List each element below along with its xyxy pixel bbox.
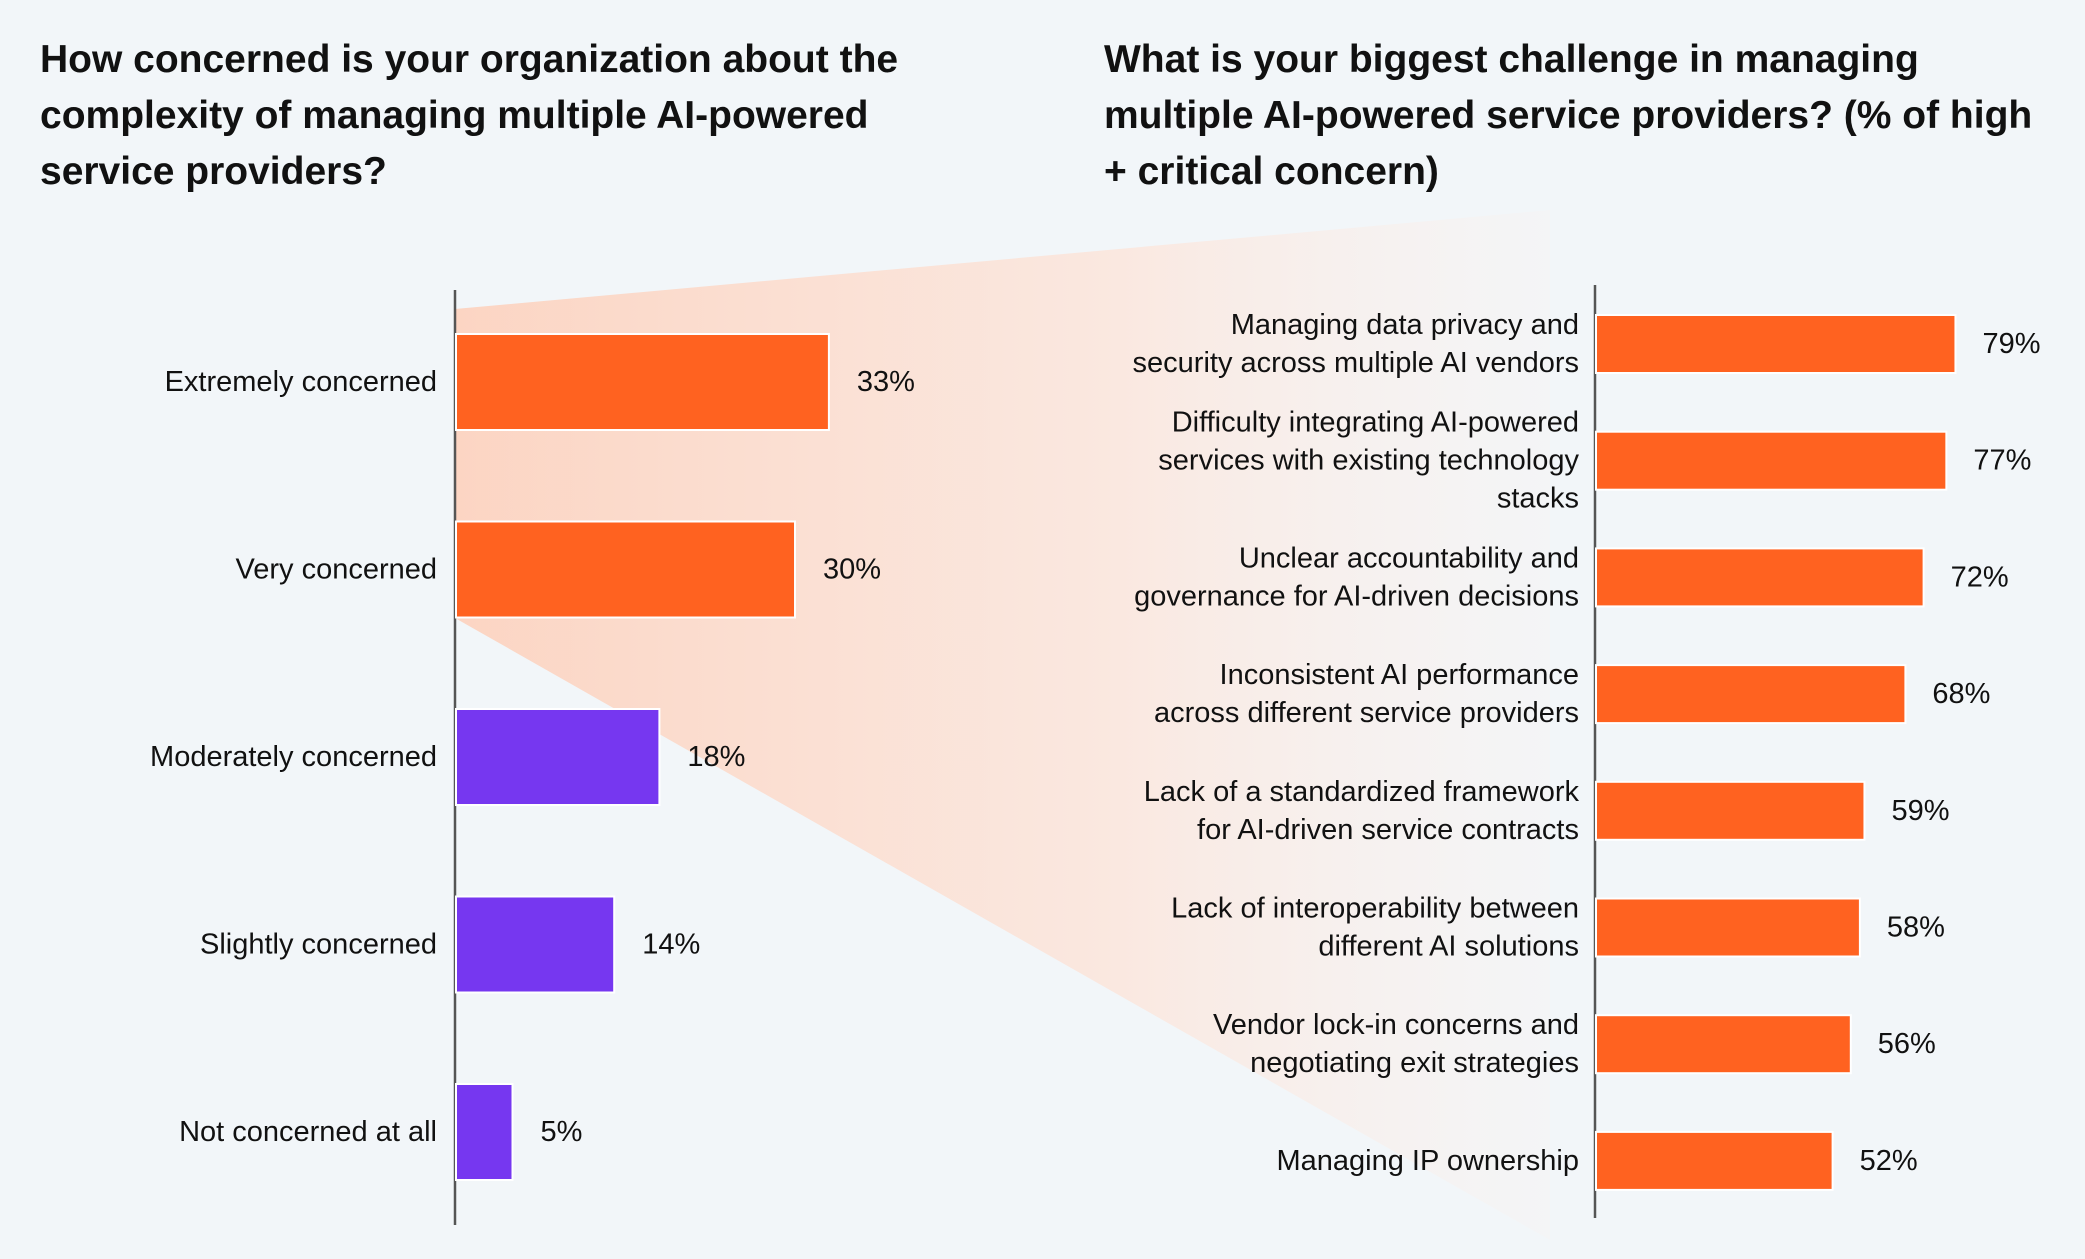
- right-category-label-line: Managing IP ownership: [1276, 1145, 1579, 1177]
- right-value-label: 56%: [1878, 1028, 1936, 1060]
- right-value-label: 52%: [1860, 1145, 1918, 1177]
- right-bar-2: [1595, 430, 1948, 491]
- right-category-label: Difficulty integrating AI-powered service…: [1158, 407, 1579, 515]
- right-category-label-line: Managing data privacy and: [1231, 309, 1579, 341]
- left-bar-4: [455, 895, 616, 994]
- left-category-label: Slightly concerned: [200, 929, 437, 961]
- left-value-label: 33%: [857, 366, 915, 398]
- right-category-label-line: services with existing technology: [1158, 445, 1579, 477]
- right-value-label: 77%: [1973, 445, 2031, 477]
- left-value-label: 18%: [687, 741, 745, 773]
- right-bar-6: [1595, 897, 1861, 958]
- right-value-label: 58%: [1887, 912, 1945, 944]
- right-category-label-line: Vendor lock-in concerns and: [1213, 1009, 1579, 1041]
- right-value-label: 68%: [1932, 678, 1990, 710]
- right-category-label-line: different AI solutions: [1318, 931, 1579, 963]
- right-category-label: Vendor lock-in concerns and negotiating e…: [1213, 1009, 1579, 1079]
- right-bar-5: [1595, 780, 1866, 841]
- right-chart-title: What is your biggest challenge in managi…: [1104, 38, 2033, 193]
- right-category-label-line: security across multiple AI vendors: [1133, 347, 1579, 379]
- right-category-label-line: negotiating exit strategies: [1250, 1047, 1579, 1079]
- right-value-label: 59%: [1891, 795, 1949, 827]
- left-bar-3: [455, 708, 661, 806]
- right-category-label-line: Lack of a standardized framework: [1144, 776, 1580, 808]
- right-category-label: Managing IP ownership: [1276, 1145, 1579, 1177]
- left-bar-1: [455, 333, 830, 431]
- left-category-label: Very concerned: [235, 554, 437, 586]
- right-bar-3: [1595, 547, 1925, 608]
- left-chart-title: How concerned is your organization about…: [40, 38, 899, 193]
- right-category-label: Unclear accountability and governance for…: [1134, 542, 1579, 612]
- left-bar-chart: Extremely concerned 33% Very concerned 30% M…: [150, 290, 915, 1225]
- right-bar-1: [1595, 314, 1957, 374]
- right-category-label-line: stacks: [1497, 483, 1579, 515]
- left-bar-2: [455, 520, 796, 619]
- highlight-connector-fan: [455, 210, 1550, 1240]
- right-category-label: Managing data privacy and security across…: [1133, 309, 1579, 379]
- left-bar-5: [455, 1083, 514, 1181]
- right-bar-8: [1595, 1130, 1834, 1191]
- left-value-label: 14%: [642, 929, 700, 961]
- left-category-label: Extremely concerned: [165, 366, 437, 398]
- right-bar-chart: Managing data privacy and security across…: [1133, 285, 2040, 1218]
- right-category-label: Inconsistent AI performance across differ…: [1154, 659, 1579, 729]
- right-category-label-line: for AI-driven service contracts: [1197, 814, 1579, 846]
- left-value-label: 5%: [541, 1116, 583, 1148]
- right-value-label: 79%: [1982, 328, 2040, 360]
- right-category-label-line: Inconsistent AI performance: [1220, 659, 1579, 691]
- right-category-label-line: Lack of interoperability between: [1171, 893, 1579, 925]
- left-category-label: Moderately concerned: [150, 741, 437, 773]
- right-category-label-line: across different service providers: [1154, 697, 1579, 729]
- right-bar-7: [1595, 1014, 1852, 1075]
- right-category-label-line: governance for AI-driven decisions: [1134, 580, 1579, 612]
- right-bar-4: [1595, 664, 1907, 725]
- right-category-label-line: Difficulty integrating AI-powered: [1172, 407, 1579, 439]
- left-category-label: Not concerned at all: [179, 1116, 437, 1148]
- right-category-label: Lack of a standardized framework for AI-d…: [1144, 776, 1580, 846]
- right-category-label-line: Unclear accountability and: [1239, 542, 1579, 574]
- right-category-label: Lack of interoperability between differen…: [1171, 893, 1579, 963]
- right-value-label: 72%: [1951, 561, 2009, 593]
- left-value-label: 30%: [823, 554, 881, 586]
